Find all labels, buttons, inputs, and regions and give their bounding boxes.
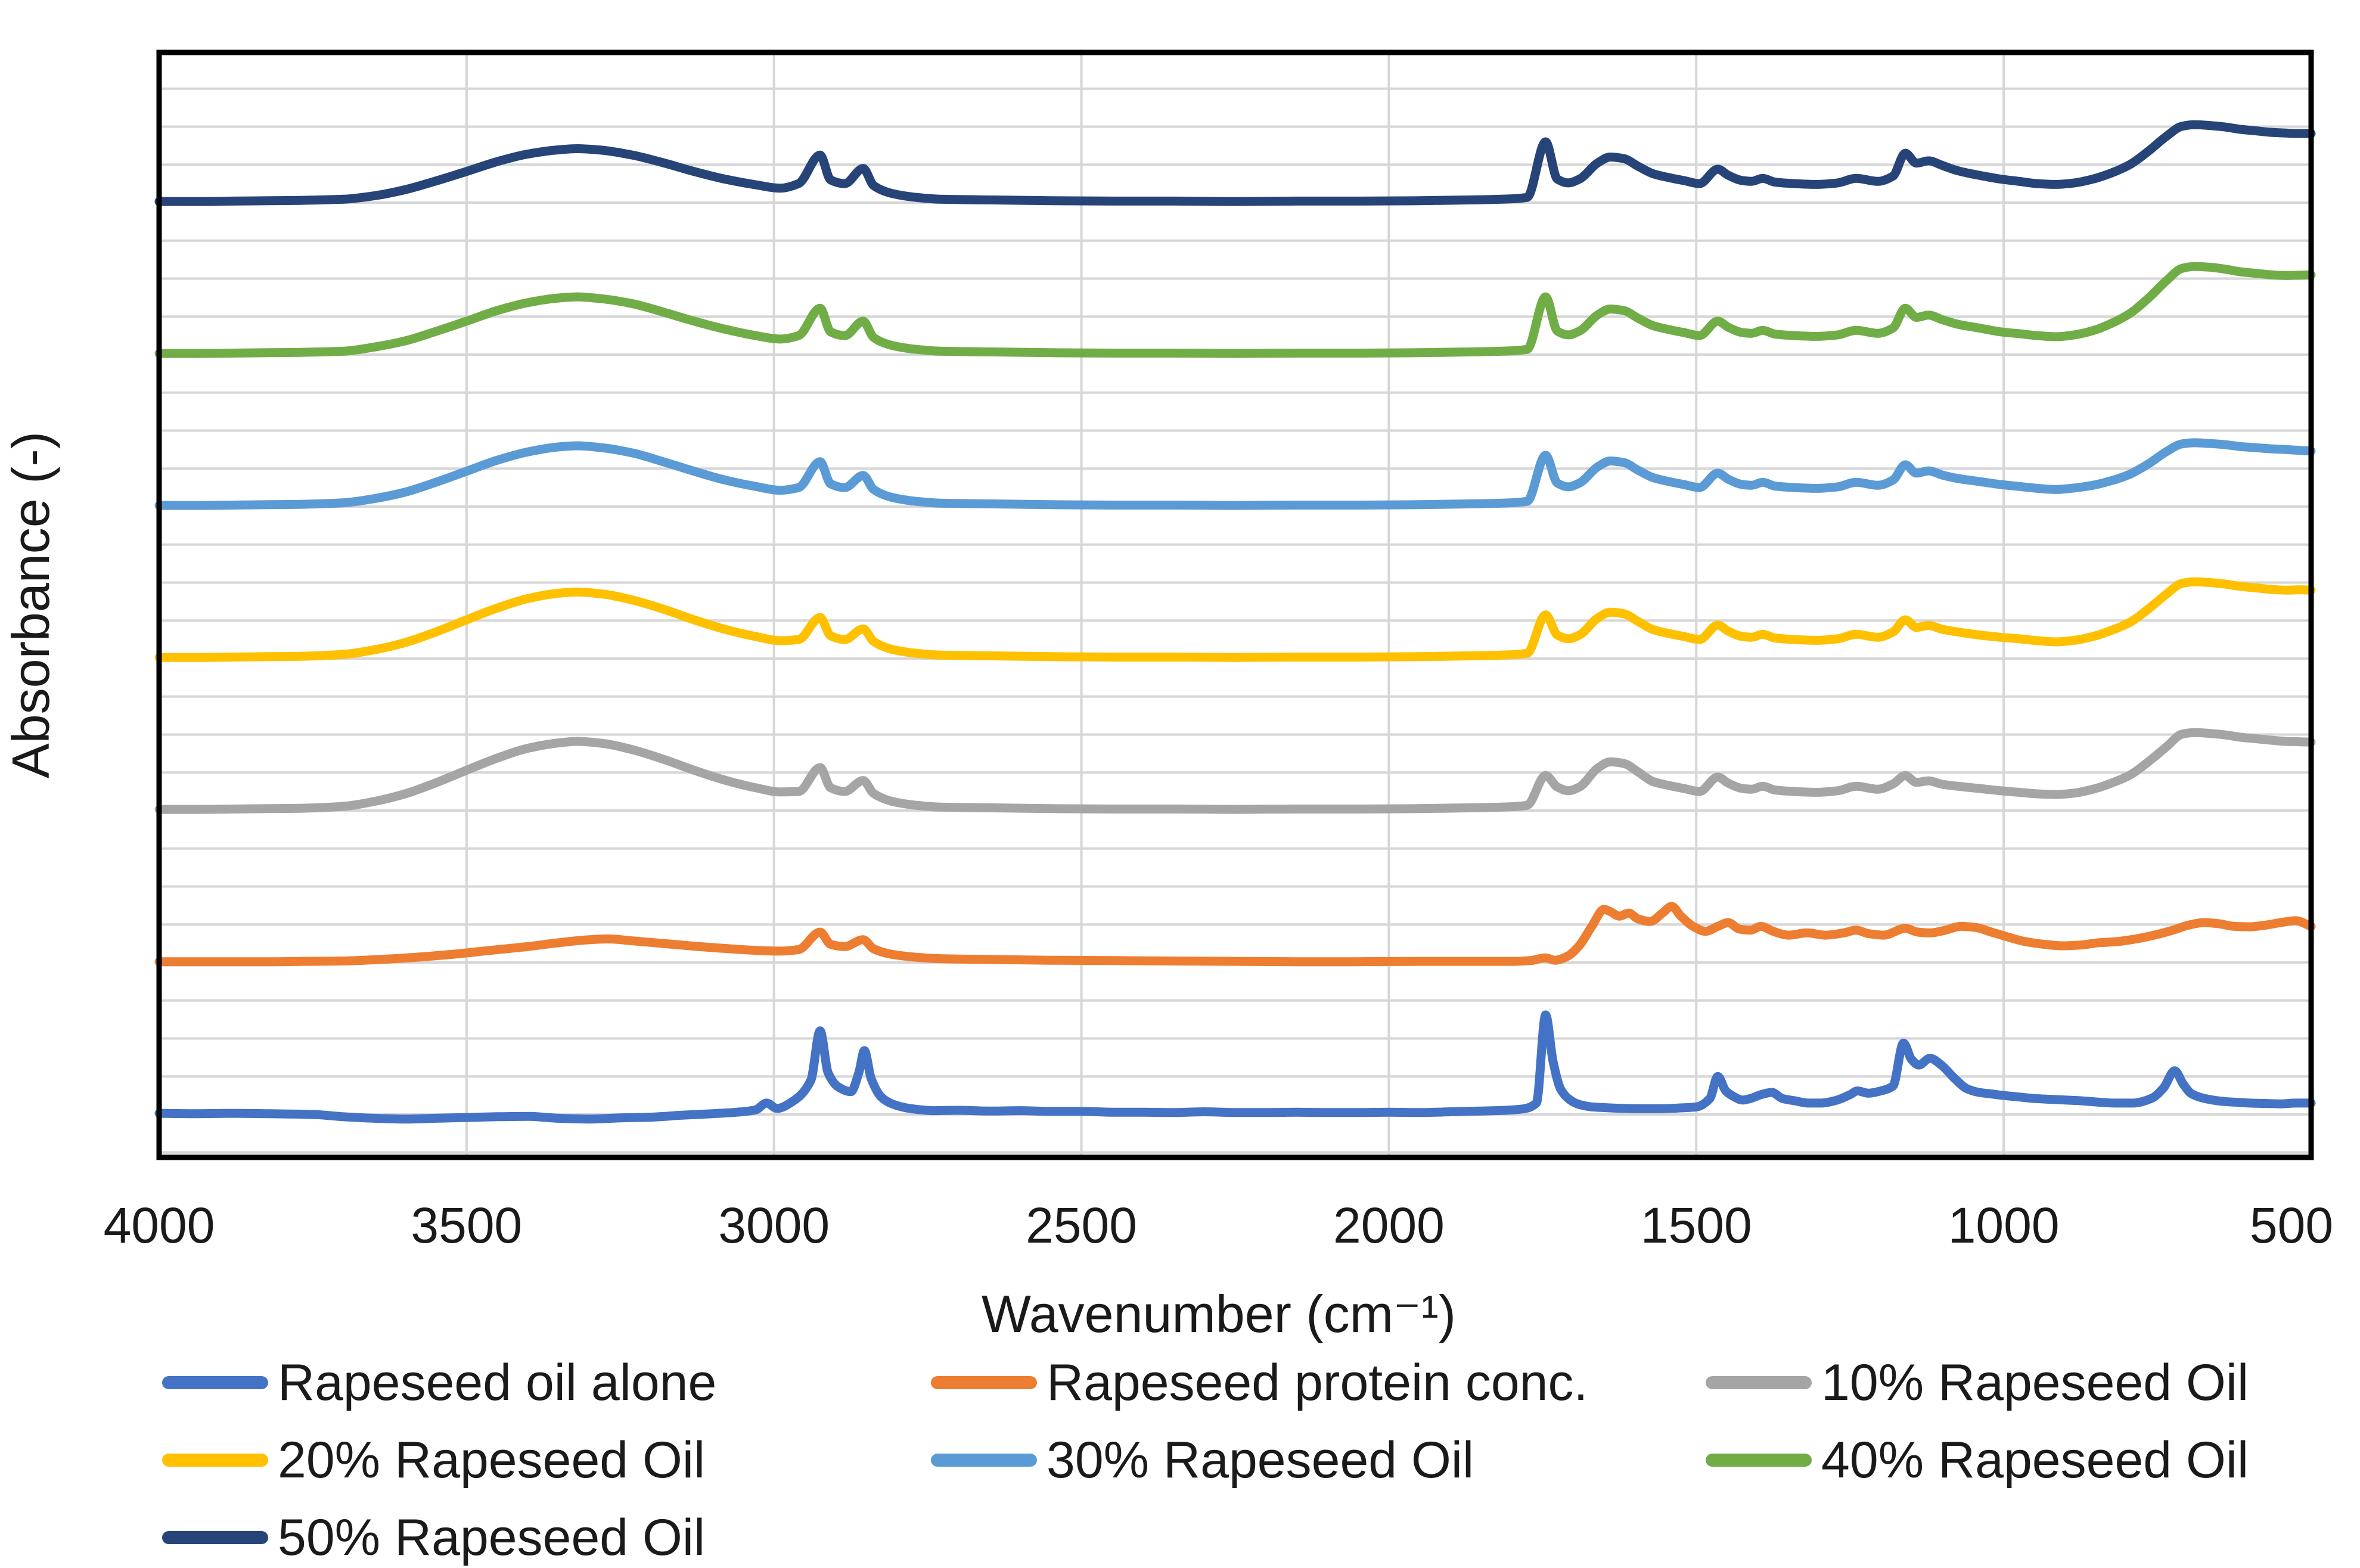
x-tick-label: 3000 xyxy=(718,1197,830,1253)
legend-swatch-40-rapeseed-oil xyxy=(1706,1454,1812,1467)
series-line-rapeseed-oil-alone xyxy=(154,1010,2316,1124)
legend-item: 20% Rapeseed Oil xyxy=(162,1432,931,1489)
legend-swatch-rapeseed-oil-alone xyxy=(162,1376,268,1389)
plot-border xyxy=(156,49,2314,1160)
legend-label: 40% Rapeseed Oil xyxy=(1821,1431,2249,1489)
series-line-10-rapeseed-oil xyxy=(154,728,2316,814)
x-tick-label: 1500 xyxy=(1641,1197,1752,1253)
x-tick-label: 2500 xyxy=(1026,1197,1137,1253)
legend-label: 30% Rapeseed Oil xyxy=(1047,1431,1474,1489)
legend-label: Rapeseed protein conc. xyxy=(1047,1353,1588,1411)
legend-item: 30% Rapeseed Oil xyxy=(931,1432,1706,1489)
legend-item: 40% Rapeseed Oil xyxy=(1706,1432,2319,1489)
legend-swatch-30-rapeseed-oil xyxy=(931,1454,1037,1467)
legend-label: 10% Rapeseed Oil xyxy=(1821,1353,2249,1411)
x-tick-label: 500 xyxy=(2250,1197,2333,1253)
spectra-curves xyxy=(154,120,2316,1124)
series-line-rapeseed-protein-conc- xyxy=(154,902,2316,967)
x-tick-label: 2000 xyxy=(1333,1197,1445,1253)
legend-label: 50% Rapeseed Oil xyxy=(278,1508,706,1566)
legend-item: 50% Rapeseed Oil xyxy=(162,1509,931,1566)
legend-swatch-rapeseed-protein-conc- xyxy=(931,1376,1037,1389)
x-axis-tick-labels: 4000 3500 3000 2500 2000 1500 1000 500 xyxy=(104,1197,2334,1253)
series-line-40-rapeseed-oil xyxy=(154,262,2316,358)
y-axis-title: Absorbance (-) xyxy=(1,431,60,778)
x-tick-label: 3500 xyxy=(411,1197,522,1253)
legend-item: Rapeseed oil alone xyxy=(162,1354,931,1411)
gridlines xyxy=(158,52,2312,1157)
legend-label: Rapeseed oil alone xyxy=(278,1353,717,1411)
legend-label: 20% Rapeseed Oil xyxy=(278,1431,706,1489)
legend-item: Rapeseed protein conc. xyxy=(931,1354,1706,1411)
legend-swatch-10-rapeseed-oil xyxy=(1706,1376,1812,1389)
legend-swatch-20-rapeseed-oil xyxy=(162,1454,268,1467)
x-tick-label: 1000 xyxy=(1948,1197,2060,1253)
series-line-50-rapeseed-oil xyxy=(154,120,2316,206)
legend-swatch-50-rapeseed-oil xyxy=(162,1531,268,1544)
series-line-20-rapeseed-oil xyxy=(154,577,2316,662)
legend: Rapeseed oil alone Rapeseed protein conc.… xyxy=(162,1354,2319,1566)
x-tick-label: 4000 xyxy=(104,1197,215,1253)
series-line-30-rapeseed-oil xyxy=(154,438,2316,510)
legend-item: 10% Rapeseed Oil xyxy=(1706,1354,2319,1411)
x-axis-title: Wavenumber (cm⁻¹) xyxy=(982,1284,1456,1343)
